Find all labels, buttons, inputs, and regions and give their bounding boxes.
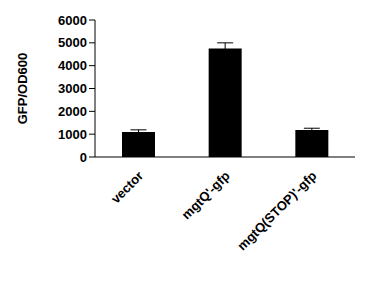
svg-text:GFP/OD600: GFP/OD600: [15, 53, 30, 125]
svg-text:1000: 1000: [58, 127, 87, 142]
svg-text:2000: 2000: [58, 104, 87, 119]
svg-text:3000: 3000: [58, 81, 87, 96]
svg-text:0: 0: [80, 150, 87, 165]
svg-text:mgtQ(STOP)'-gfp: mgtQ(STOP)'-gfp: [234, 168, 319, 253]
svg-text:4000: 4000: [58, 58, 87, 73]
svg-text:mgtQ'-gfp: mgtQ'-gfp: [179, 168, 233, 222]
svg-text:6000: 6000: [58, 13, 87, 28]
svg-text:vector: vector: [108, 168, 146, 206]
svg-text:5000: 5000: [58, 35, 87, 50]
